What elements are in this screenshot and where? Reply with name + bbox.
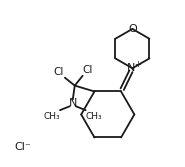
Text: N: N	[69, 98, 77, 108]
Text: CH₃: CH₃	[44, 112, 60, 121]
Text: Cl: Cl	[82, 65, 93, 75]
Text: Cl: Cl	[54, 67, 64, 77]
Text: N: N	[127, 63, 136, 73]
Text: +: +	[134, 60, 141, 69]
Text: O: O	[128, 24, 137, 34]
Text: CH₃: CH₃	[85, 112, 102, 121]
Text: Cl⁻: Cl⁻	[15, 142, 31, 152]
